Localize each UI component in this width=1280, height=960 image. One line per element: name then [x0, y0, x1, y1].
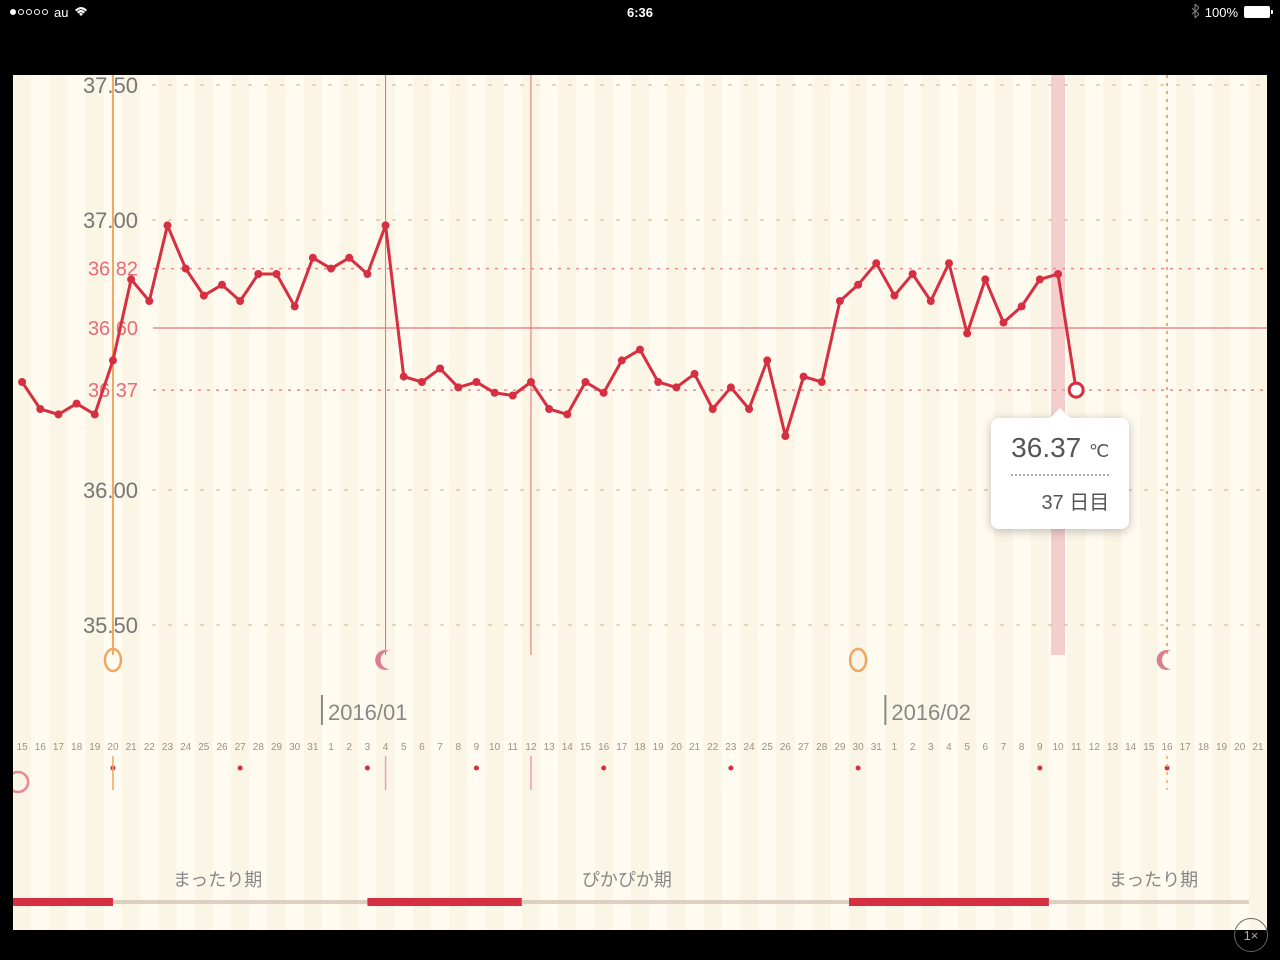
svg-text:8: 8 [455, 742, 461, 753]
svg-text:22: 22 [707, 742, 719, 753]
svg-text:19: 19 [1216, 742, 1228, 753]
svg-text:28: 28 [816, 742, 828, 753]
svg-text:まったり期: まったり期 [173, 870, 262, 890]
svg-text:まったり期: まったり期 [1109, 870, 1198, 890]
svg-text:14: 14 [562, 742, 574, 753]
status-time: 6:36 [430, 5, 850, 20]
svg-text:6: 6 [419, 742, 425, 753]
svg-text:37.00: 37.00 [83, 208, 138, 233]
svg-text:25: 25 [198, 742, 210, 753]
tooltip-day: 37 日目 [1011, 486, 1109, 515]
svg-text:2: 2 [910, 742, 916, 753]
svg-text:2016/02: 2016/02 [891, 700, 971, 725]
svg-text:2016/01: 2016/01 [328, 700, 408, 725]
svg-text:10: 10 [1052, 742, 1064, 753]
battery-icon [1244, 6, 1270, 18]
svg-text:6: 6 [983, 742, 989, 753]
tooltip-temp-value: 36.37 [1011, 432, 1081, 463]
svg-text:28: 28 [253, 742, 265, 753]
svg-text:3: 3 [928, 742, 934, 753]
wifi-icon [74, 5, 88, 20]
svg-text:1: 1 [892, 742, 898, 753]
svg-text:17: 17 [616, 742, 628, 753]
svg-text:4: 4 [946, 742, 952, 753]
bluetooth-icon [1191, 4, 1199, 21]
svg-text:11: 11 [508, 742, 519, 753]
tooltip-temperature: 36.37 ℃ [1011, 432, 1109, 464]
svg-text:21: 21 [689, 742, 701, 753]
tooltip-divider [1011, 474, 1109, 476]
svg-text:29: 29 [834, 742, 846, 753]
svg-text:15: 15 [580, 742, 592, 753]
svg-text:23: 23 [725, 742, 737, 753]
svg-text:20: 20 [1234, 742, 1246, 753]
svg-text:21: 21 [126, 742, 138, 753]
svg-text:27: 27 [798, 742, 810, 753]
svg-text:4: 4 [383, 742, 389, 753]
svg-text:5: 5 [964, 742, 970, 753]
svg-text:20: 20 [107, 742, 119, 753]
svg-text:17: 17 [53, 742, 65, 753]
svg-text:25: 25 [762, 742, 774, 753]
svg-text:27: 27 [235, 742, 247, 753]
battery-percent: 100% [1205, 5, 1238, 20]
svg-text:9: 9 [1037, 742, 1043, 753]
svg-text:9: 9 [474, 742, 480, 753]
svg-text:31: 31 [307, 742, 319, 753]
svg-text:17: 17 [1180, 742, 1192, 753]
svg-text:16: 16 [1161, 742, 1173, 753]
tooltip-temp-unit: ℃ [1089, 441, 1109, 461]
svg-text:21: 21 [1252, 742, 1264, 753]
svg-text:3: 3 [365, 742, 371, 753]
datapoint-tooltip: 36.37 ℃ 37 日目 [991, 418, 1129, 529]
svg-text:24: 24 [743, 742, 755, 753]
svg-text:14: 14 [1125, 742, 1137, 753]
svg-text:35.50: 35.50 [83, 613, 138, 638]
svg-text:22: 22 [144, 742, 156, 753]
svg-text:13: 13 [544, 742, 556, 753]
svg-text:18: 18 [71, 742, 83, 753]
svg-text:29: 29 [271, 742, 283, 753]
svg-text:13: 13 [1107, 742, 1119, 753]
svg-text:30: 30 [289, 742, 301, 753]
svg-text:7: 7 [437, 742, 443, 753]
svg-text:15: 15 [1143, 742, 1155, 753]
svg-text:12: 12 [525, 742, 537, 753]
svg-text:26: 26 [780, 742, 792, 753]
zoom-badge[interactable]: 1× [1234, 918, 1268, 952]
svg-text:16: 16 [598, 742, 610, 753]
svg-text:20: 20 [671, 742, 683, 753]
svg-text:ぴかぴか期: ぴかぴか期 [582, 870, 672, 890]
svg-text:31: 31 [871, 742, 883, 753]
svg-text:7: 7 [1001, 742, 1007, 753]
svg-text:11: 11 [1071, 742, 1082, 753]
svg-text:36.00: 36.00 [83, 478, 138, 503]
svg-text:30: 30 [853, 742, 865, 753]
svg-text:19: 19 [89, 742, 101, 753]
svg-text:24: 24 [180, 742, 192, 753]
carrier-label: au [54, 5, 68, 20]
signal-dots [10, 9, 48, 15]
svg-text:8: 8 [1019, 742, 1025, 753]
svg-text:23: 23 [162, 742, 174, 753]
svg-text:5: 5 [401, 742, 407, 753]
svg-text:10: 10 [489, 742, 501, 753]
svg-text:16: 16 [35, 742, 47, 753]
svg-text:18: 18 [634, 742, 646, 753]
chart-container[interactable]: 35.5036.0037.0037.5036.8236.6036.372016/… [13, 75, 1267, 930]
svg-text:2: 2 [346, 742, 352, 753]
status-right: 100% [850, 4, 1270, 21]
status-left: au [10, 5, 430, 20]
svg-text:18: 18 [1198, 742, 1210, 753]
battery-fill [1245, 7, 1269, 17]
svg-text:1: 1 [328, 742, 334, 753]
svg-text:37.50: 37.50 [83, 75, 138, 98]
status-bar: au 6:36 100% [0, 0, 1280, 24]
svg-text:12: 12 [1089, 742, 1101, 753]
svg-text:26: 26 [216, 742, 228, 753]
svg-text:15: 15 [17, 742, 29, 753]
svg-text:19: 19 [653, 742, 665, 753]
